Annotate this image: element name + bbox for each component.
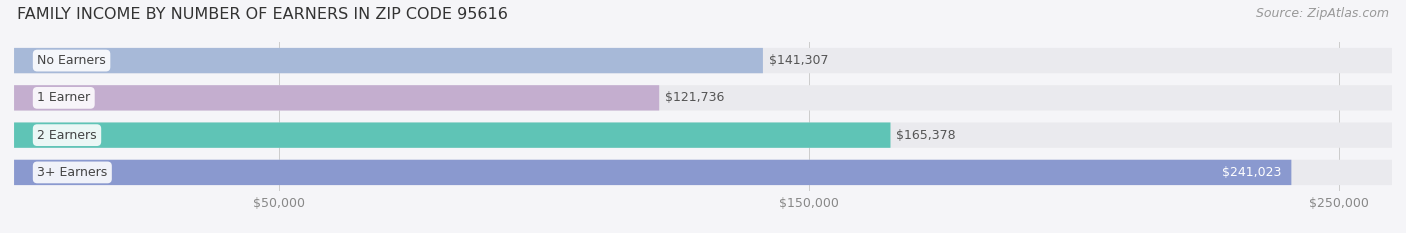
FancyBboxPatch shape xyxy=(14,85,1392,110)
FancyBboxPatch shape xyxy=(14,48,763,73)
Text: $121,736: $121,736 xyxy=(665,91,724,104)
FancyBboxPatch shape xyxy=(14,160,1392,185)
Text: 2 Earners: 2 Earners xyxy=(37,129,97,142)
Text: Source: ZipAtlas.com: Source: ZipAtlas.com xyxy=(1256,7,1389,20)
Text: No Earners: No Earners xyxy=(37,54,105,67)
Text: $165,378: $165,378 xyxy=(896,129,956,142)
Text: $241,023: $241,023 xyxy=(1222,166,1282,179)
Text: 3+ Earners: 3+ Earners xyxy=(37,166,107,179)
FancyBboxPatch shape xyxy=(14,123,1392,148)
Text: 1 Earner: 1 Earner xyxy=(37,91,90,104)
Text: $141,307: $141,307 xyxy=(769,54,828,67)
FancyBboxPatch shape xyxy=(14,48,1392,73)
Text: FAMILY INCOME BY NUMBER OF EARNERS IN ZIP CODE 95616: FAMILY INCOME BY NUMBER OF EARNERS IN ZI… xyxy=(17,7,508,22)
FancyBboxPatch shape xyxy=(14,160,1291,185)
FancyBboxPatch shape xyxy=(14,123,890,148)
FancyBboxPatch shape xyxy=(14,85,659,110)
